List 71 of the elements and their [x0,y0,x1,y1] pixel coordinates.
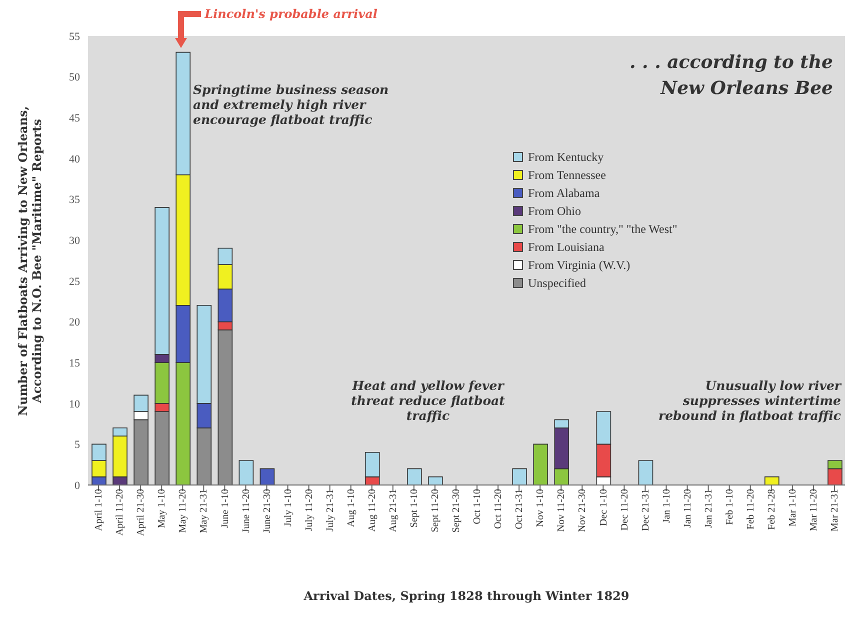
x-tick-label: May 1-10 [156,489,168,528]
x-tick-label: Nov 1-10 [535,489,546,528]
x-tick-label: Oct 1-10 [472,489,484,524]
x-axis-title: Arrival Dates, Spring 1828 through Winter 1829 [302,589,630,603]
y-tick-label: 25 [69,276,80,288]
x-tick-label: Sept 21-30 [451,489,462,533]
x-tick-label: May 21-31 [198,489,210,534]
x-tick-label: Sept 1-10 [409,489,420,528]
bar [428,476,443,485]
annotation: Springtime business season and extremely high river encourage flatboat traffic [193,82,390,127]
x-tick-label: July 21-31 [324,489,336,532]
bar [512,468,527,485]
y-tick-label: 5 [74,439,80,452]
legend-label: From Alabama [528,186,600,200]
y-tick-label: 0 [74,480,80,492]
text: Lincoln's probable arrival [204,7,378,21]
x-tick-label: Aug 1-10 [346,489,357,528]
legend-label: From Virginia (W.V.) [528,258,630,272]
x-tick-label: Mar 1-10 [788,489,799,526]
y-tick-label: 20 [69,316,80,329]
x-tick-label: Aug 21-31 [388,489,400,532]
x-tick-label: Nov 11-20 [556,489,568,532]
x-tick-label: Nov 21-30 [577,489,588,532]
annotation: Unusually low river suppresses wintertime rebound in flatboat traffic [658,378,841,423]
x-tick-label: Jan 1-10 [661,489,672,524]
x-tick-label: June 11-20 [240,489,252,533]
x-tick-label: Jan 21-31 [703,489,714,528]
x-tick-label: Sept 11-20 [430,489,442,532]
x-tick-label: May 11-20 [178,489,189,533]
x-tick-label: Feb 21-28 [766,489,778,530]
y-tick-label: 45 [69,112,80,125]
x-tick-label: Oct 21-31 [514,489,526,530]
x-tick-label: June 1-10 [220,489,231,528]
x-tick-label: Jan 11-20 [682,489,694,528]
legend-label: From "the country," "the West" [528,222,678,236]
annotation: Heat and yellow fever threat reduce flatboat traffic [350,378,506,423]
x-tick-label: Feb 1-10 [724,489,736,525]
bar [533,444,548,485]
bar [638,460,654,485]
x-tick-label: Dec 21-31 [640,489,652,531]
x-tick-label: Mar 21-31 [830,489,841,532]
y-tick-label: 10 [69,398,80,410]
text: . . . according to the New Orleans Bee [628,51,833,101]
x-tick-label: June 21-30 [262,489,273,534]
x-tick-label: July 1-10 [282,489,294,526]
bar [407,468,422,485]
y-axis-title: Number of Flatboats Arriving to New Orleans, According to N.O. Bee "Maritime" Reports [16,104,44,418]
x-tick-label: Feb 11-20 [745,489,756,530]
x-tick-label: Oct 11-20 [493,489,504,529]
x-tick-label: Mar 11-20 [808,489,820,532]
y-tick-label: 50 [69,72,80,84]
bar [764,476,780,485]
x-tick-label: April 11-20 [114,489,126,536]
bar [260,468,275,485]
x-tick-label: April 21-30 [136,489,147,536]
x-tick-label: Dec 1-10 [598,489,610,526]
legend-label: From Ohio [528,204,582,218]
y-tick-label: 55 [69,30,80,43]
legend-label: From Tennessee [528,168,606,182]
y-tick-label: 15 [69,357,80,370]
legend-label: From Louisiana [528,240,604,254]
legend-label: Unspecified [528,276,586,290]
bar [238,460,254,485]
x-tick-label: July 11-20 [304,489,315,532]
x-tick-label: Dec 11-20 [619,489,630,531]
y-tick-label: 35 [69,194,80,206]
x-tick-label: April 1-10 [94,489,105,531]
x-tick-label: Aug 11-20 [366,489,378,532]
legend-label: From Kentucky [528,150,604,164]
y-tick-label: 40 [69,153,80,166]
y-tick-label: 30 [69,234,80,247]
